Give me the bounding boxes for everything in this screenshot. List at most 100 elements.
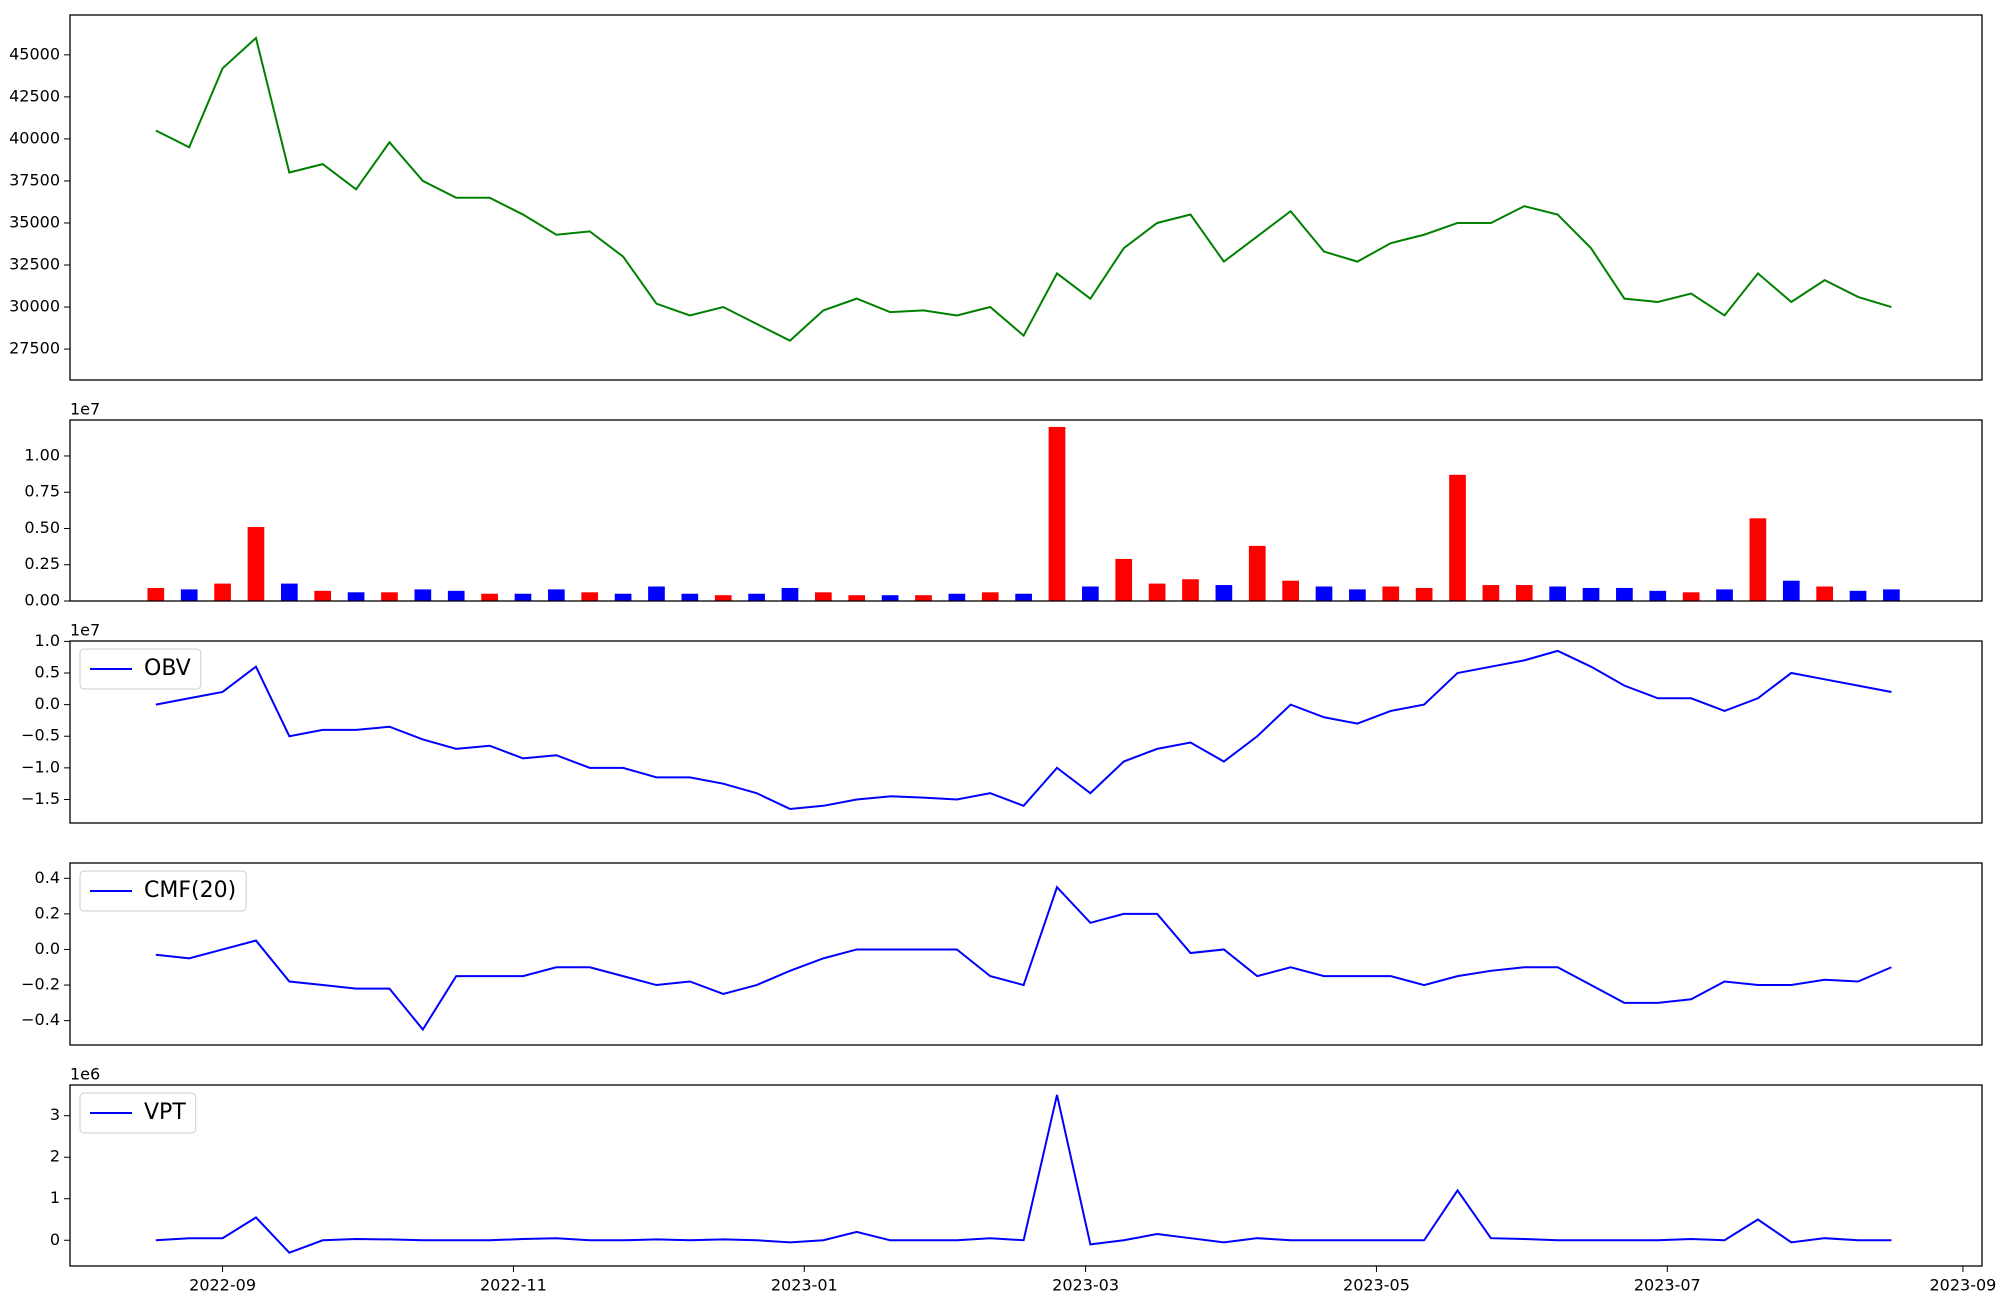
legend-label: CMF(20) <box>144 878 236 903</box>
bar <box>280 583 298 601</box>
y-tick-label: 3 <box>50 1105 60 1124</box>
bar <box>1415 587 1433 601</box>
y-tick-label: 42500 <box>9 86 60 105</box>
bar <box>1582 587 1600 601</box>
bar <box>548 589 565 601</box>
bar <box>314 590 332 601</box>
y-tick-label: 0.0 <box>35 939 60 958</box>
y-tick-label: 0.75 <box>24 482 60 501</box>
bar <box>481 593 498 601</box>
y-tick-label: −0.5 <box>21 726 60 745</box>
legend: VPT <box>79 1092 197 1134</box>
y-tick-label: 40000 <box>9 128 60 147</box>
legend-label: OBV <box>144 656 191 681</box>
y-tick-label: 0.2 <box>35 903 60 922</box>
axes-frame <box>69 1084 1983 1267</box>
y-tick-label: 0.00 <box>24 591 60 610</box>
bar <box>1382 586 1400 601</box>
bar <box>648 586 665 601</box>
y-tick-label: 1.00 <box>24 445 60 464</box>
bar <box>514 593 532 601</box>
y-tick-label: −0.4 <box>21 1010 60 1029</box>
x-tick-label: 2023-01 <box>771 1276 838 1295</box>
x-tick-label: 2023-07 <box>1634 1276 1701 1295</box>
bar <box>214 583 231 601</box>
bar <box>1849 590 1867 601</box>
bar <box>1616 587 1633 601</box>
y-tick-label: −1.0 <box>21 757 60 776</box>
offset-label: 1e6 <box>70 1065 100 1084</box>
bar <box>1182 579 1199 601</box>
bar <box>915 595 932 601</box>
y-tick-label: 45000 <box>9 44 60 63</box>
bar <box>414 589 432 601</box>
y-tick-label: 35000 <box>9 212 60 231</box>
y-tick-label: 1 <box>50 1188 60 1207</box>
x-tick-label: 2023-03 <box>1052 1276 1119 1295</box>
axes-frame <box>69 14 1983 381</box>
bar <box>1782 580 1800 601</box>
y-tick-label: 0.4 <box>35 868 60 887</box>
bar <box>681 593 699 601</box>
bar <box>1649 590 1667 601</box>
legend-box <box>79 648 202 690</box>
axes-frame <box>69 419 1983 602</box>
legend-box <box>79 1092 197 1134</box>
bar <box>1215 585 1233 601</box>
legend: OBV <box>79 648 202 690</box>
bar <box>1716 589 1733 601</box>
legend: CMF(20) <box>79 870 247 912</box>
bar <box>1248 545 1266 601</box>
y-tick-label: −1.5 <box>21 789 60 808</box>
x-tick-label: 2022-11 <box>480 1276 547 1295</box>
legend-label: VPT <box>144 1100 186 1125</box>
y-tick-label: 0.0 <box>35 694 60 713</box>
bar <box>948 593 966 601</box>
y-tick-label: 0.5 <box>35 662 60 681</box>
bar <box>1349 589 1366 601</box>
bar <box>347 592 365 601</box>
bar <box>815 592 832 601</box>
bar <box>1549 586 1566 601</box>
y-tick-label: 32500 <box>9 255 60 274</box>
bar <box>1015 593 1032 601</box>
y-tick-label: 27500 <box>9 339 60 358</box>
bar <box>147 587 165 601</box>
offset-label: 1e7 <box>70 400 100 419</box>
bar <box>714 595 732 601</box>
bar <box>1482 585 1500 601</box>
offset-label: 1e7 <box>70 621 100 640</box>
x-tick-label: 2023-09 <box>1929 1276 1996 1295</box>
bar <box>1682 592 1700 601</box>
bar <box>614 593 632 601</box>
legend-box <box>79 870 247 912</box>
y-tick-label: 0.50 <box>24 518 60 537</box>
bar <box>1515 585 1533 601</box>
axes-frame <box>69 640 1983 824</box>
bar <box>748 593 765 601</box>
bar <box>1148 583 1166 601</box>
bar <box>1115 558 1133 601</box>
y-tick-label: −0.2 <box>21 975 60 994</box>
bar <box>881 595 899 601</box>
x-tick-label: 2022-09 <box>189 1276 256 1295</box>
bar <box>447 590 465 601</box>
bar <box>848 595 866 601</box>
bar <box>1449 474 1466 601</box>
line-series <box>155 885 1892 1032</box>
line-series <box>155 649 1892 810</box>
bar <box>1082 586 1099 601</box>
y-tick-label: 2 <box>50 1147 60 1166</box>
y-tick-label: 30000 <box>9 297 60 316</box>
bar <box>180 589 198 601</box>
y-tick-label: 0.25 <box>24 554 60 573</box>
bar <box>581 592 599 601</box>
bar <box>1282 580 1299 601</box>
bar <box>381 592 398 601</box>
line-series <box>155 1094 1892 1254</box>
bar <box>247 527 265 601</box>
x-tick-label: 2023-05 <box>1343 1276 1410 1295</box>
bar <box>1048 426 1066 601</box>
bar <box>1816 586 1833 601</box>
